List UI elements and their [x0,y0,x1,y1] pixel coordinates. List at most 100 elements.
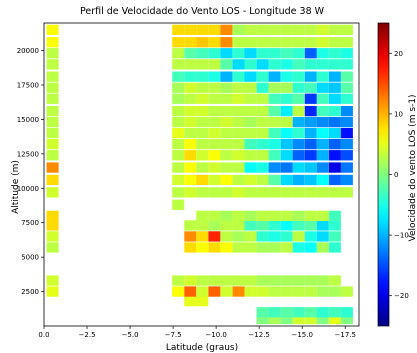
heatmap-cell [340,106,353,117]
heatmap-cell [172,187,185,198]
heatmap-cell [196,150,209,161]
heatmap-cell [172,286,185,297]
heatmap-cell [232,71,245,82]
heatmap-cell [340,313,353,325]
heatmap-cell [328,242,341,253]
heatmap-cell [292,59,305,70]
heatmap-cell [256,93,269,104]
heatmap-cell [46,71,59,82]
heatmap-cell [244,128,257,139]
heatmap-cell [196,82,209,93]
x-tick-label: −5.0 [122,331,139,339]
heatmap-cell [220,174,233,186]
heatmap-cell [256,139,269,150]
heatmap-cell [172,199,185,210]
heatmap-cell [292,48,305,59]
heatmap-cell [292,307,305,318]
heatmap-cell [256,37,269,48]
heatmap-cell [244,106,257,117]
colorbar-tick-label: −10 [394,232,409,240]
heatmap-cell [208,286,221,297]
heatmap-cell [268,242,281,253]
heatmap-cell [208,106,221,117]
heatmap-cell [268,313,281,325]
heatmap-cell [268,48,281,59]
heatmap-cell [328,48,341,59]
heatmap-cell [304,24,317,35]
heatmap-cell [232,231,245,242]
y-tick-label: 17500 [17,81,39,89]
heatmap-cell [328,37,341,48]
heatmap-cell [220,220,233,231]
heatmap-cell [316,106,329,117]
heatmap-cell [316,242,329,253]
heatmap-cell [316,59,329,70]
heatmap-cell [316,128,329,139]
heatmap-cell [280,220,293,231]
heatmap-cell [172,48,185,59]
heatmap-cell [172,82,185,93]
heatmap-cell [208,231,221,242]
heatmap-cell [328,231,341,242]
heatmap-cell [256,162,269,173]
y-tick-label: 12500 [17,150,39,158]
heatmap-cell [208,117,221,128]
colorbar: 20 10 0 −10 −20 [377,22,409,327]
heatmap-cell [280,24,293,35]
heatmap-cell [304,313,317,325]
heatmap-cell [244,24,257,35]
heatmap-cell [244,117,257,128]
heatmap-cell [46,24,59,35]
heatmap-cell [256,220,269,231]
heatmap-cell [340,48,353,59]
heatmap-cell [304,231,317,242]
heatmap-cell [46,162,59,173]
heatmap-cell [268,162,281,173]
heatmap-cell [316,71,329,82]
heatmap-cell [184,296,197,307]
heatmap-cell [232,150,245,161]
heatmap-cell [232,59,245,70]
heatmap-cell [244,162,257,173]
x-tick-label: −17.5 [335,331,356,339]
heatmap-cell [316,139,329,150]
heatmap-cell [256,82,269,93]
heatmap-cell [304,117,317,128]
heatmap-cell [316,220,329,231]
heatmap-cell [292,275,305,286]
heatmap-cell [220,37,233,48]
colorbar-tick-label: −20 [394,292,409,300]
x-axis: 0.0 −2.5 −5.0 −7.5 −10.0 −12.5 −15.0 −17.5 [38,326,356,339]
heatmap-cell [268,106,281,117]
heatmap-cell [46,220,59,231]
heatmap-cell [184,286,197,297]
heatmap-cell [292,231,305,242]
x-axis-title: Latitude (graus) [166,343,238,353]
heatmap-cell [172,139,185,150]
heatmap-cell [184,162,197,173]
heatmap-cell [46,150,59,161]
heatmap-cell [208,128,221,139]
heatmap-cell [244,242,257,253]
heatmap-cell [196,210,209,221]
heatmap-cell [172,24,185,35]
heatmap-cell [172,117,185,128]
heatmap-cell [328,93,341,104]
heatmap-cell [304,139,317,150]
heatmap-cell [208,71,221,82]
heatmap-cell [304,162,317,173]
heatmap-cell [304,210,317,221]
heatmap-cell [292,220,305,231]
heatmap-cell [268,210,281,221]
heatmap-cell [304,37,317,48]
heatmap-cell [280,242,293,253]
chart-title: Perfil de Velocidade do Vento LOS - Long… [80,6,325,17]
heatmap-cell [256,231,269,242]
heatmap-cell [220,93,233,104]
colorbar-tick-label: 10 [394,110,403,118]
heatmap-cell [220,286,233,297]
heatmap-cell [184,242,197,253]
heatmap-cell [292,24,305,35]
heatmap-cell [316,82,329,93]
heatmap-cell [256,187,269,198]
